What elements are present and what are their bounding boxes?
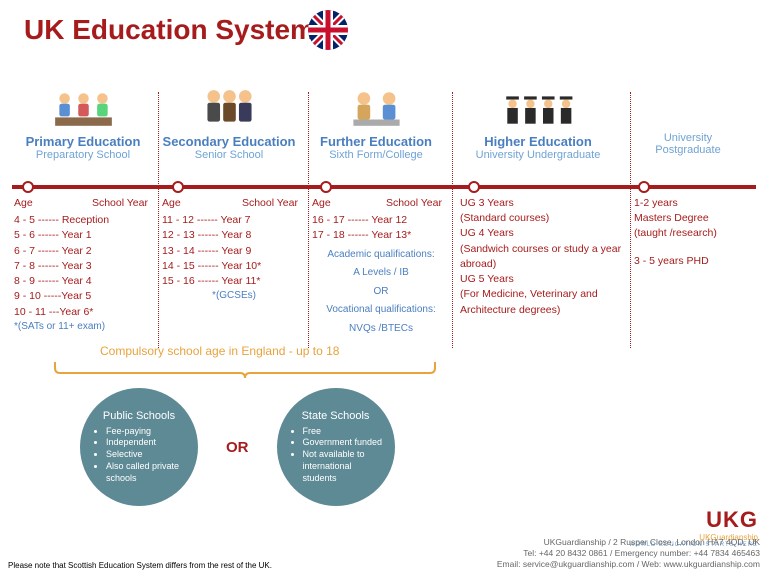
contact-info: UKGuardianship / 2 Rusper Close, London … (497, 537, 760, 570)
table-row: 14 - 15 ------ Year 10* (162, 259, 306, 274)
stage-higher: Higher Education University Undergraduat… (448, 88, 628, 161)
hdr-year: School Year (242, 196, 298, 211)
logo-title: UKG (629, 507, 758, 533)
qual-text: A Levels / IB (312, 266, 450, 281)
stage-secondary: Secondary Education Senior School (154, 88, 304, 161)
list-item: Government funded (303, 437, 385, 449)
page-title: UK Education System (24, 14, 315, 46)
stage-title: Higher Education (448, 134, 628, 149)
list-item: Selective (106, 449, 188, 461)
line: (Standard courses) (460, 211, 628, 226)
bracket-icon (50, 360, 450, 378)
table-row: 17 - 18 ------ Year 13* (312, 228, 450, 243)
table-row: 16 - 17 ------ Year 12 (312, 213, 450, 228)
list-item: Independent (106, 437, 188, 449)
line: UG 5 Years (460, 272, 628, 287)
table-row: 4 - 5 ------ Reception (14, 213, 156, 228)
contact-line: Tel: +44 20 8432 0861 / Emergency number… (497, 548, 760, 559)
circle-title: State Schools (287, 410, 385, 422)
timeline-dot (172, 181, 184, 193)
line: Masters Degree (634, 211, 748, 226)
contact-line: Email: service@ukguardianship.com / Web:… (497, 559, 760, 570)
teens-icon (198, 88, 261, 130)
table-row: 15 - 16 ------ Year 11* (162, 274, 306, 289)
hdr-year: School Year (386, 196, 442, 211)
study-icon (345, 88, 408, 130)
graduates-icon (501, 88, 575, 130)
stage-title: University (628, 132, 748, 144)
line: (taught /research) (634, 226, 748, 241)
disclaimer: Please note that Scottish Education Syst… (8, 561, 272, 570)
circle-title: Public Schools (90, 410, 188, 422)
note: *(GCSEs) (162, 289, 306, 304)
line: UG 4 Years (460, 226, 628, 241)
list-item: Fee-paying (106, 426, 188, 438)
stage-sub: Senior School (154, 149, 304, 161)
stages-row: Primary Education Preparatory School Sec… (12, 88, 756, 161)
timeline-dot (22, 181, 34, 193)
line: (For Medicine, Veterinary and Architectu… (460, 287, 628, 317)
col-higher: UG 3 Years (Standard courses) UG 4 Years… (450, 196, 628, 336)
col-postgrad: 1-2 years Masters Degree (taught /resear… (628, 196, 748, 336)
hdr-age: Age (312, 196, 331, 211)
table-row: 12 - 13 ------ Year 8 (162, 228, 306, 243)
hdr-age: Age (14, 196, 33, 211)
timeline-dot (638, 181, 650, 193)
list-item: Not available to international students (303, 449, 385, 484)
list-item: Also called private schools (106, 461, 188, 484)
table-row: 13 - 14 ------ Year 9 (162, 244, 306, 259)
hdr-year: School Year (92, 196, 148, 211)
hdr-age: Age (162, 196, 181, 211)
children-icon (52, 88, 115, 130)
or-text: OR (226, 439, 249, 456)
school-types: Public Schools Fee-paying Independent Se… (80, 388, 395, 506)
list-item: Free (303, 426, 385, 438)
col-further: Age School Year 16 - 17 ------ Year 12 17… (306, 196, 450, 336)
stage-sub: Sixth Form/College (304, 149, 448, 161)
table-row: 11 - 12 ------ Year 7 (162, 213, 306, 228)
col-primary: Age School Year 4 - 5 ------ Reception 5 … (14, 196, 156, 336)
state-school-circle: State Schools Free Government funded Not… (277, 388, 395, 506)
stage-title: Secondary Education (154, 134, 304, 149)
stage-primary: Primary Education Preparatory School (12, 88, 154, 161)
table-row: 9 - 10 -----Year 5 (14, 289, 156, 304)
details-row: Age School Year 4 - 5 ------ Reception 5 … (14, 196, 754, 336)
qual-text: Vocational qualifications: (312, 303, 450, 318)
line: (Sandwich courses or study a year abroad… (460, 242, 628, 272)
stage-further: Further Education Sixth Form/College (304, 88, 448, 161)
line: 1-2 years (634, 196, 748, 211)
table-row: 5 - 6 ------ Year 1 (14, 228, 156, 243)
bracket-label: Compulsory school age in England - up to… (100, 344, 339, 358)
table-row: 7 - 8 ------ Year 3 (14, 259, 156, 274)
table-row: 6 - 7 ------ Year 2 (14, 244, 156, 259)
qual-text: Academic qualifications: (312, 248, 450, 263)
footer: Please note that Scottish Education Syst… (8, 537, 760, 570)
timeline-dot (320, 181, 332, 193)
line: 3 - 5 years PHD (634, 254, 748, 269)
col-secondary: Age School Year 11 - 12 ------ Year 7 12 … (156, 196, 306, 336)
stage-sub: Preparatory School (12, 149, 154, 161)
timeline-dot (468, 181, 480, 193)
public-school-circle: Public Schools Fee-paying Independent Se… (80, 388, 198, 506)
stage-sub: University Undergraduate (448, 149, 628, 161)
qual-or: OR (312, 285, 450, 300)
stage-postgrad: University Postgraduate (628, 88, 748, 161)
uk-flag-icon (308, 10, 348, 50)
table-row: 8 - 9 ------ Year 4 (14, 274, 156, 289)
stage-sub: Postgraduate (628, 144, 748, 156)
stage-title: Primary Education (12, 134, 154, 149)
table-row: 10 - 11 ---Year 6* (14, 305, 156, 320)
line: UG 3 Years (460, 196, 628, 211)
stage-title: Further Education (304, 134, 448, 149)
line (634, 242, 748, 254)
contact-line: UKGuardianship / 2 Rusper Close, London … (497, 537, 760, 548)
note: *(SATs or 11+ exam) (14, 320, 156, 335)
qual-text: NVQs /BTECs (312, 322, 450, 337)
